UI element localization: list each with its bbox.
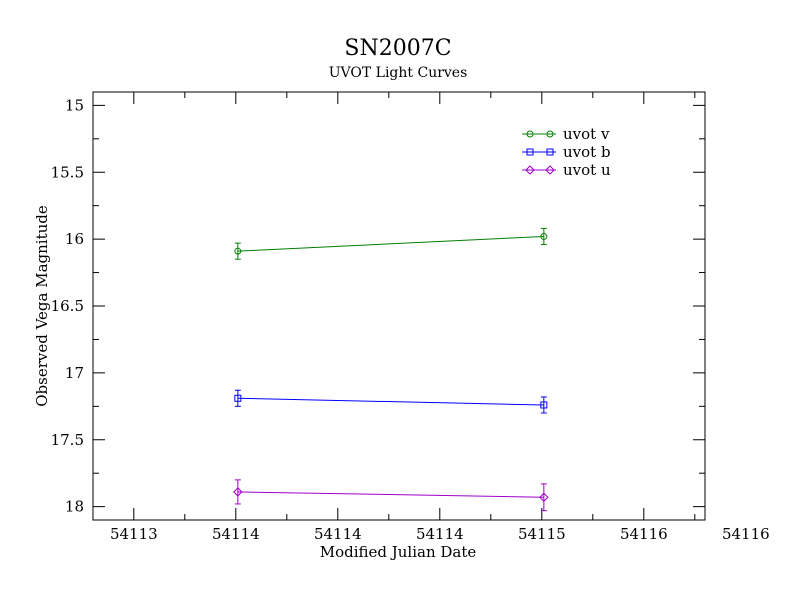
chart-title: SN2007C	[344, 36, 451, 61]
x-axis-label: Modified Julian Date	[320, 543, 477, 561]
x-tick-label: 54113	[110, 525, 158, 543]
series-uvot-u	[234, 480, 548, 511]
series-line	[238, 398, 544, 405]
x-tick-label: 54114	[212, 525, 260, 543]
data-series	[234, 228, 548, 510]
chart-subtitle: UVOT Light Curves	[329, 65, 468, 81]
legend-entry: uvot b	[522, 143, 611, 161]
x-tick-label: 54114	[416, 525, 464, 543]
axis-ticks: 54113 54114 54114 54114 54115 54116 54116 15 15.…	[51, 92, 770, 543]
series-uvot-b	[235, 390, 547, 413]
legend-label: uvot u	[563, 161, 611, 179]
y-tick-label: 18	[65, 498, 84, 516]
y-tick-label: 17	[65, 364, 84, 382]
legend-entry: uvot u	[522, 161, 611, 179]
series-line	[238, 492, 544, 497]
plot-frame	[93, 92, 705, 520]
x-tick-label: 54115	[518, 525, 566, 543]
legend-label: uvot v	[563, 125, 610, 143]
y-tick-label: 15.5	[51, 163, 84, 181]
legend-entry: uvot v	[522, 125, 610, 143]
y-tick-label: 16.5	[51, 297, 84, 315]
y-tick-label: 16	[65, 230, 84, 248]
y-tick-label: 17.5	[51, 431, 84, 449]
y-axis-label: Observed Vega Magnitude	[33, 205, 51, 407]
x-tick-label: 54116	[722, 525, 770, 543]
y-tick-label: 15	[65, 96, 84, 114]
legend-label: uvot b	[563, 143, 611, 161]
x-tick-label: 54114	[314, 525, 362, 543]
series-uvot-v	[235, 228, 547, 259]
series-line	[238, 236, 544, 251]
x-tick-label: 54116	[620, 525, 668, 543]
